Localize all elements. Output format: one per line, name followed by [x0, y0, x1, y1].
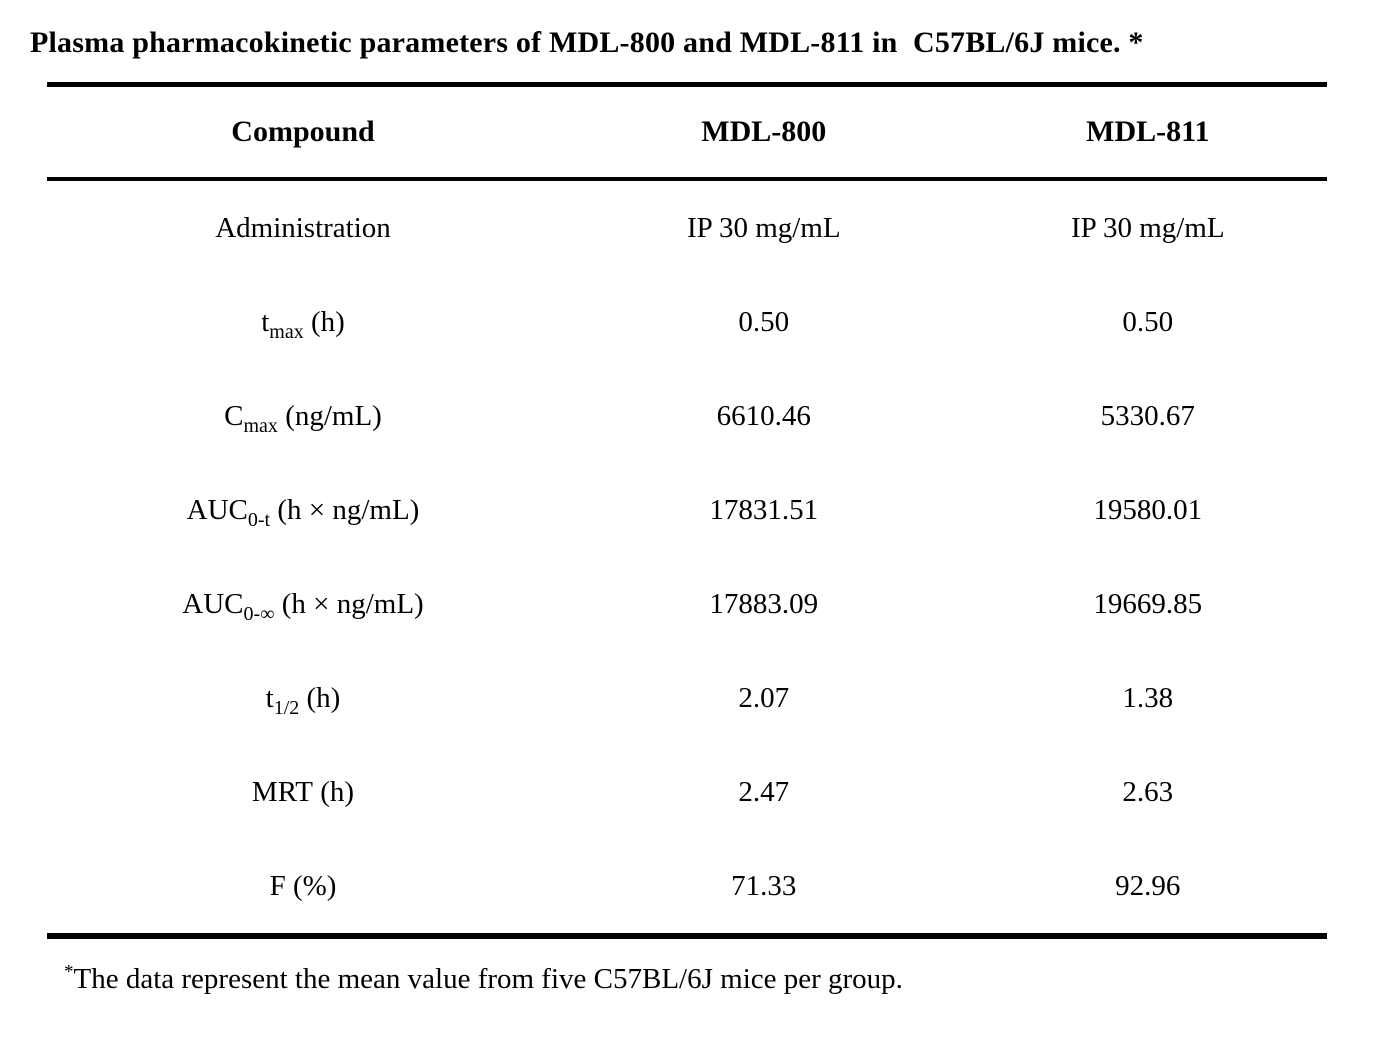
row-label-base: AUC: [182, 588, 244, 620]
mdl800-value: 17831.51: [709, 494, 819, 526]
table-row-tmax: tmax (h) 0.50 0.50: [47, 275, 1327, 369]
table-row-thalf: t1/2 (h) 2.07 1.38: [47, 651, 1327, 745]
mdl811-value: 1.38: [1122, 682, 1174, 714]
table-body: Administration IP 30 mg/mL IP 30 mg/mL t…: [0, 181, 1374, 933]
row-label-unit: (ng/mL): [277, 400, 382, 432]
row-label-subscript: max: [269, 320, 304, 343]
row-label-unit: (h): [303, 306, 345, 338]
mdl800-value: 17883.09: [709, 588, 819, 620]
row-label-base: C: [224, 400, 244, 432]
mdl811-value: IP 30 mg/mL: [1070, 212, 1225, 244]
row-label-unit: (h): [299, 682, 341, 714]
mdl800-value: 2.47: [738, 776, 790, 808]
row-label: tmax (h): [47, 305, 559, 342]
row-label: AUC0-t (h × ng/mL): [47, 493, 559, 530]
table-row-cmax: Cmax (ng/mL) 6610.46 5330.67: [47, 369, 1327, 463]
table-row-administration: Administration IP 30 mg/mL IP 30 mg/mL: [47, 181, 1327, 275]
table-row-f: F (%) 71.33 92.96: [47, 839, 1327, 933]
row-label-unit: (%): [285, 870, 337, 902]
row-label-subscript: max: [243, 414, 278, 437]
mdl800-value: 6610.46: [716, 400, 811, 432]
column-header-mdl800: MDL-800: [701, 115, 827, 148]
table-row-mrt: MRT (h) 2.47 2.63: [47, 745, 1327, 839]
table-header-row: Compound MDL-800 MDL-811: [47, 87, 1327, 177]
column-header-compound: Compound: [231, 115, 375, 148]
paper-page: Plasma pharmacokinetic parameters of MDL…: [0, 24, 1374, 1041]
table-row-auc0t: AUC0-t (h × ng/mL) 17831.51 19580.01: [47, 463, 1327, 557]
row-label: Cmax (ng/mL): [47, 399, 559, 436]
row-label-base: t: [265, 682, 274, 714]
row-label-base: Administration: [215, 212, 391, 244]
row-label-base: AUC: [186, 494, 248, 526]
mdl811-value: 19669.85: [1093, 588, 1203, 620]
mdl811-value: 5330.67: [1100, 400, 1195, 432]
row-label: MRT (h): [47, 775, 559, 809]
table-bottom-rule: [47, 933, 1327, 939]
footnote: *The data represent the mean value from …: [64, 961, 1374, 997]
table-top-rule: [47, 82, 1327, 87]
footnote-asterisk: *: [64, 961, 74, 983]
row-label: Administration: [47, 211, 559, 245]
mdl800-value: IP 30 mg/mL: [686, 212, 841, 244]
row-label-unit: (h × ng/mL): [270, 494, 420, 526]
row-label: t1/2 (h): [47, 681, 559, 718]
row-label-subscript: 0-t: [247, 508, 271, 531]
row-label-subscript: 1/2: [273, 696, 300, 719]
mdl800-value: 2.07: [738, 682, 790, 714]
row-label-base: t: [261, 306, 270, 338]
row-label-unit: (h × ng/mL): [274, 588, 424, 620]
mdl811-value: 2.63: [1122, 776, 1174, 808]
mdl800-value: 0.50: [738, 306, 790, 338]
row-label: AUC0-∞ (h × ng/mL): [47, 587, 559, 624]
row-label-unit: (h): [313, 776, 355, 808]
mdl811-value: 0.50: [1122, 306, 1174, 338]
table-title: Plasma pharmacokinetic parameters of MDL…: [30, 26, 1144, 59]
mdl811-value: 92.96: [1115, 870, 1181, 902]
row-label-base: MRT: [251, 776, 314, 808]
mdl800-value: 71.33: [731, 870, 797, 902]
table-row-auc0inf: AUC0-∞ (h × ng/mL) 17883.09 19669.85: [47, 557, 1327, 651]
row-label: F (%): [47, 869, 559, 903]
footnote-text: The data represent the mean value from f…: [73, 963, 903, 995]
row-label-base: F: [269, 870, 286, 902]
column-header-mdl811: MDL-811: [1086, 115, 1210, 148]
table-header-rule: [47, 177, 1327, 181]
mdl811-value: 19580.01: [1093, 494, 1203, 526]
row-label-subscript: 0-∞: [243, 602, 275, 625]
